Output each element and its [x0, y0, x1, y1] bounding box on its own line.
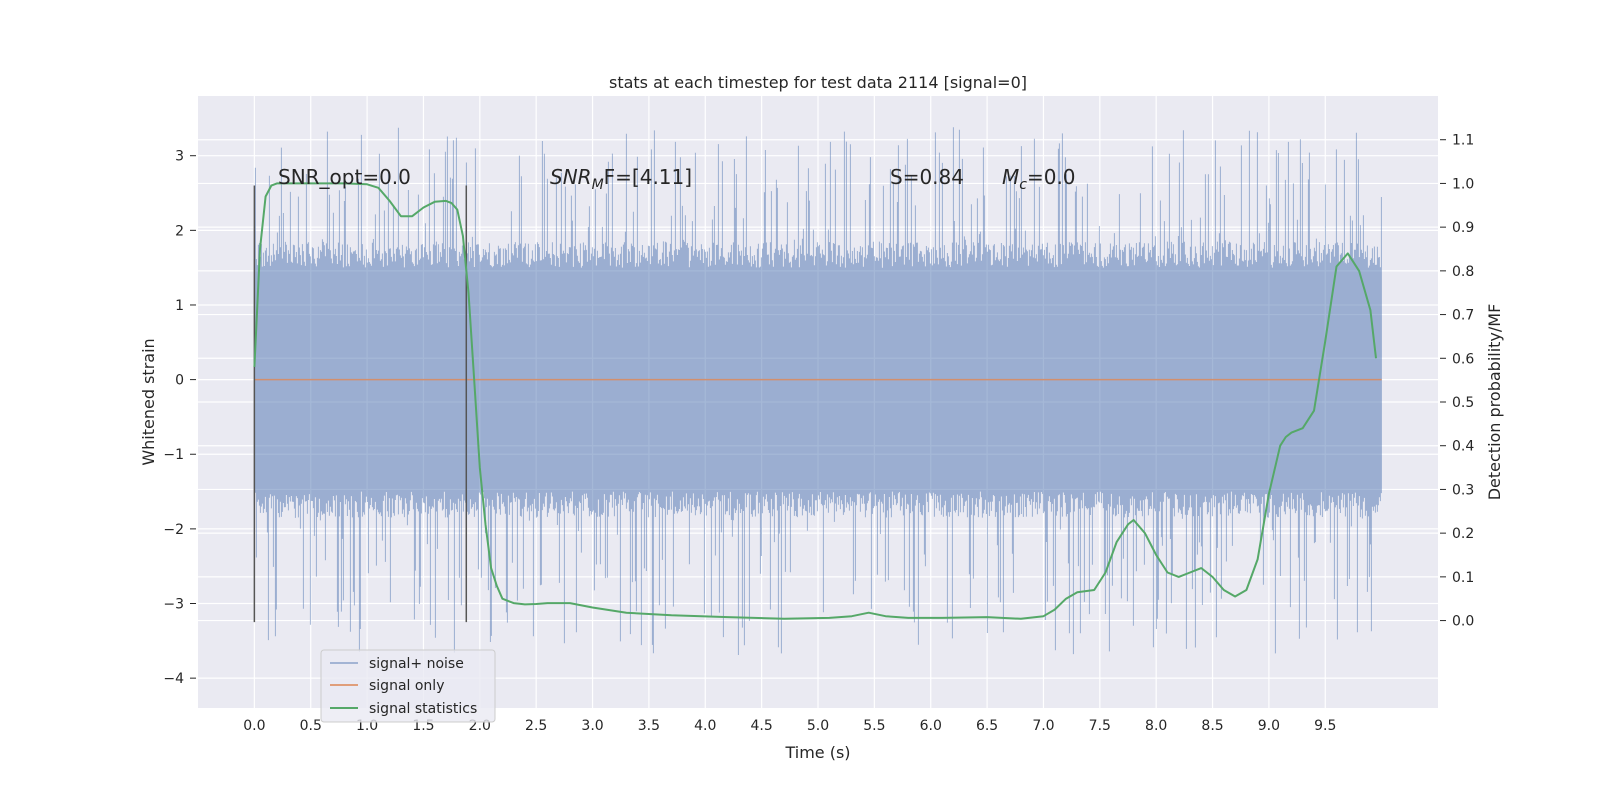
x-tick-label: 4.0 [694, 718, 716, 734]
x-tick-label: 9.0 [1258, 718, 1280, 734]
annotation-snr-mf-main: SNR [550, 165, 592, 189]
annotation-s-stat: S=0.84 [890, 165, 964, 189]
y2-tick-label: 0.4 [1452, 439, 1474, 455]
y-axis-label: Whitened strain [139, 338, 158, 465]
x-tick-label: 0.0 [243, 718, 265, 734]
x-tick-label: 7.0 [1032, 718, 1054, 734]
x-tick-label: 8.0 [1145, 718, 1167, 734]
y2-tick-label: 0.3 [1452, 482, 1474, 498]
annotation-mc: Mc=0.0 [1002, 165, 1076, 193]
x-tick-label: 7.5 [1089, 718, 1111, 734]
signal-statistics-line [253, 182, 1377, 620]
y-tick-label: 0 [175, 373, 184, 389]
y2-tick-label: 0.5 [1452, 395, 1474, 411]
y2-tick-label: 0.2 [1452, 526, 1474, 542]
y2-tick-label: 0.0 [1452, 614, 1474, 630]
y-tick-label: −1 [163, 447, 184, 463]
x-tick-label: 3.0 [581, 718, 603, 734]
statistic-series [253, 182, 1377, 620]
y2-tick-label: 0.6 [1452, 351, 1474, 367]
chart-title: stats at each timestep for test data 211… [609, 73, 1027, 92]
y2-tick-label: 0.7 [1452, 308, 1474, 324]
x-tick-label: 6.0 [920, 718, 942, 734]
annotation-mc-rest: =0.0 [1027, 165, 1076, 189]
legend-label-noise: signal+ noise [369, 656, 464, 672]
x-tick-label: 8.5 [1201, 718, 1223, 734]
x-tick-label: 9.5 [1314, 718, 1336, 734]
annotation-snr-mf: SNRMF=[4.11] [550, 165, 692, 193]
y2-tick-label: 0.9 [1452, 220, 1474, 236]
y-tick-label: −4 [163, 671, 184, 687]
y-tick-label: −3 [163, 597, 184, 613]
annotation-mc-main: M [1002, 165, 1019, 189]
y-tick-label: 2 [175, 223, 184, 239]
legend-frame [320, 649, 496, 723]
legend-label-signal: signal only [369, 678, 444, 694]
x-tick-label: 0.5 [300, 718, 322, 734]
x-tick-label: 3.5 [638, 718, 660, 734]
x-tick-label: 4.5 [751, 718, 773, 734]
annotation-snr-mf-rest: F=[4.11] [604, 165, 692, 189]
y2-tick-label: 1.1 [1452, 133, 1474, 149]
x-tick-label: 5.5 [863, 718, 885, 734]
x-tick-label: 2.5 [525, 718, 547, 734]
y2-tick-label: 0.1 [1452, 570, 1474, 586]
legend-label-statistic: signal statistics [369, 701, 477, 717]
annotation-snr-mf-sub: M [592, 177, 604, 193]
y-tick-label: 1 [175, 298, 184, 314]
x-tick-label: 6.5 [976, 718, 998, 734]
annotation-snr-opt: SNR_opt=0.0 [278, 165, 411, 189]
vertical-markers [253, 185, 468, 623]
y2-tick-label: 0.8 [1452, 264, 1474, 280]
y2-axis-label: Detection probability/MF [1485, 304, 1504, 501]
legend: signal+ noise signal only signal statist… [320, 649, 496, 723]
y-tick-label: 3 [175, 149, 184, 165]
annotation-mc-sub: c [1019, 177, 1027, 193]
y2-tick-label: 1.0 [1452, 176, 1474, 192]
x-axis-label: Time (s) [784, 743, 850, 762]
x-tick-label: 5.0 [807, 718, 829, 734]
y-tick-label: −2 [163, 522, 184, 538]
